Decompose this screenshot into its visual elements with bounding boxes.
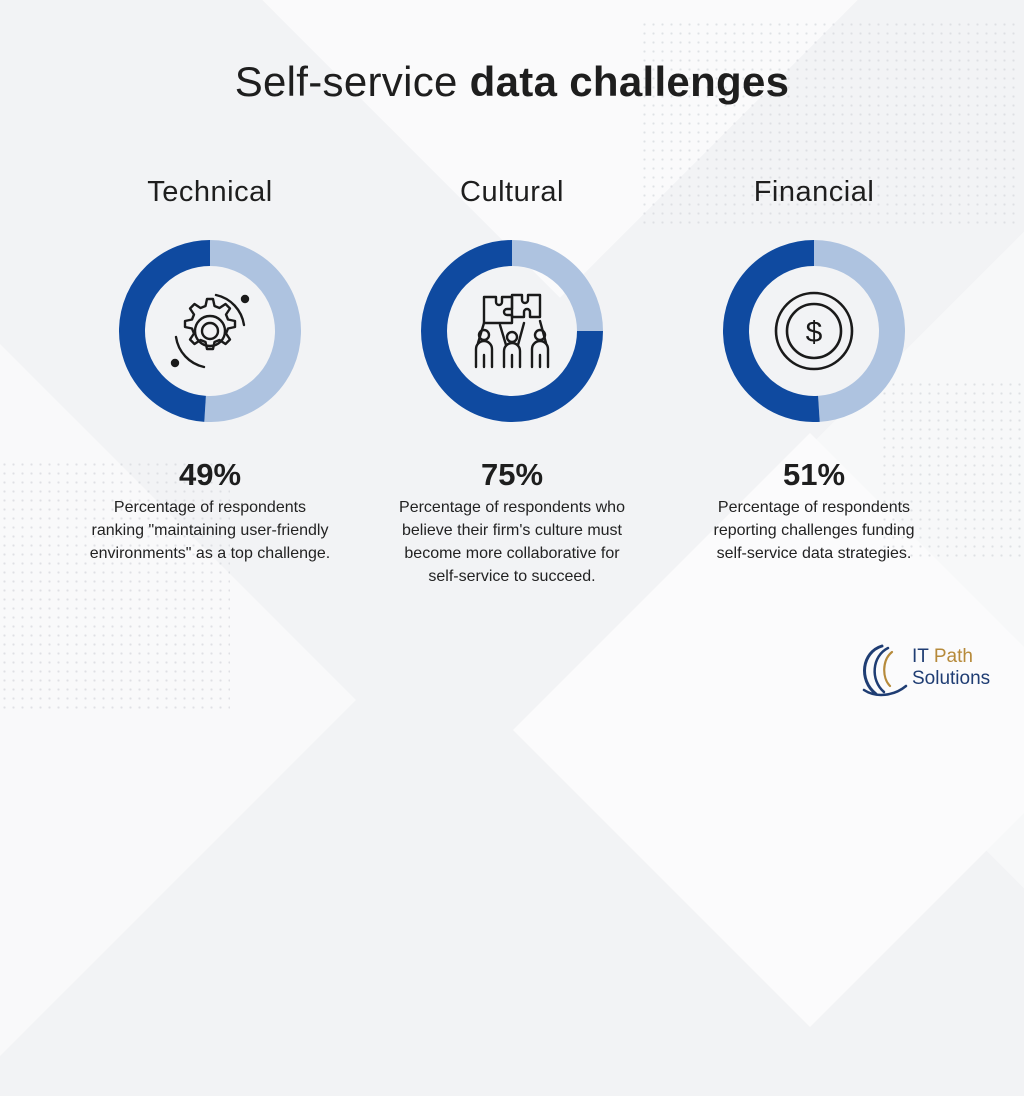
donut-remainder-segment bbox=[813, 240, 905, 422]
dollar-coin-icon: $ bbox=[774, 291, 854, 371]
donut-svg bbox=[421, 240, 603, 422]
stat-percentage: 75% bbox=[480, 457, 544, 492]
category-title: Cultural bbox=[460, 176, 564, 208]
stat-card-cultural: Cultural 75% Percentage of respondents w… bbox=[362, 170, 662, 588]
donut-svg bbox=[119, 240, 301, 422]
donut-value-segment bbox=[723, 240, 820, 422]
gear-cycle-icon bbox=[170, 293, 250, 369]
logo-it: IT bbox=[912, 646, 934, 667]
logo-path: Path bbox=[933, 646, 973, 667]
logo-line-2: Solutions bbox=[912, 668, 991, 689]
stat-card-technical: Technical 49% Percentage of respondents … bbox=[60, 170, 360, 565]
category-title: Financial bbox=[753, 176, 875, 208]
description-line: self-service to succeed. bbox=[428, 568, 596, 585]
donut-chart bbox=[119, 240, 301, 422]
donut-svg bbox=[723, 240, 905, 422]
description-line: Percentage of respondents bbox=[717, 499, 911, 516]
stat-description: Percentage of respondents who believe th… bbox=[362, 496, 662, 588]
dot-pattern bbox=[640, 20, 1020, 230]
donut-remainder-segment bbox=[511, 240, 603, 332]
stat-description: Percentage of respondents reporting chal… bbox=[664, 496, 964, 565]
stat-percentage: 51% bbox=[782, 457, 846, 492]
dot-pattern bbox=[0, 460, 230, 710]
donut-chart bbox=[421, 240, 603, 422]
svg-text:$: $ bbox=[806, 316, 823, 349]
stat-card-financial: Financial $ 51% Percentage of respondent… bbox=[664, 170, 964, 565]
description-line: environments" as a top challenge. bbox=[89, 545, 331, 562]
stat-percentage: 49% bbox=[178, 457, 242, 492]
teamwork-puzzle-icon bbox=[474, 293, 550, 369]
description-line: self-service data strategies. bbox=[716, 545, 912, 562]
logo-line-1: IT Path bbox=[912, 646, 990, 668]
dot-pattern bbox=[880, 380, 1024, 560]
company-logo: IT Path Solutions bbox=[852, 640, 1012, 700]
donut-remainder-segment bbox=[204, 240, 301, 422]
logo-text: IT Path Solutions bbox=[912, 646, 990, 690]
donut-value-segment bbox=[119, 240, 211, 422]
description-line: Percentage of respondents bbox=[113, 499, 307, 516]
page-title: Self-service data challenges bbox=[0, 58, 1024, 106]
stat-description: Percentage of respondents ranking "maint… bbox=[60, 496, 360, 565]
description-line: believe their firm's culture must bbox=[401, 522, 622, 539]
description-line: become more collaborative for bbox=[404, 545, 620, 562]
donut-value-segment bbox=[421, 240, 603, 422]
logo-mark-icon bbox=[862, 644, 908, 697]
title-light: Self-service bbox=[234, 58, 470, 105]
title-bold: data challenges bbox=[469, 58, 790, 105]
description-line: ranking "maintaining user-friendly bbox=[91, 522, 329, 539]
donut-chart: $ bbox=[723, 240, 905, 422]
description-line: Percentage of respondents who bbox=[399, 499, 625, 516]
description-line: reporting challenges funding bbox=[713, 522, 915, 539]
category-title: Technical bbox=[147, 176, 273, 208]
